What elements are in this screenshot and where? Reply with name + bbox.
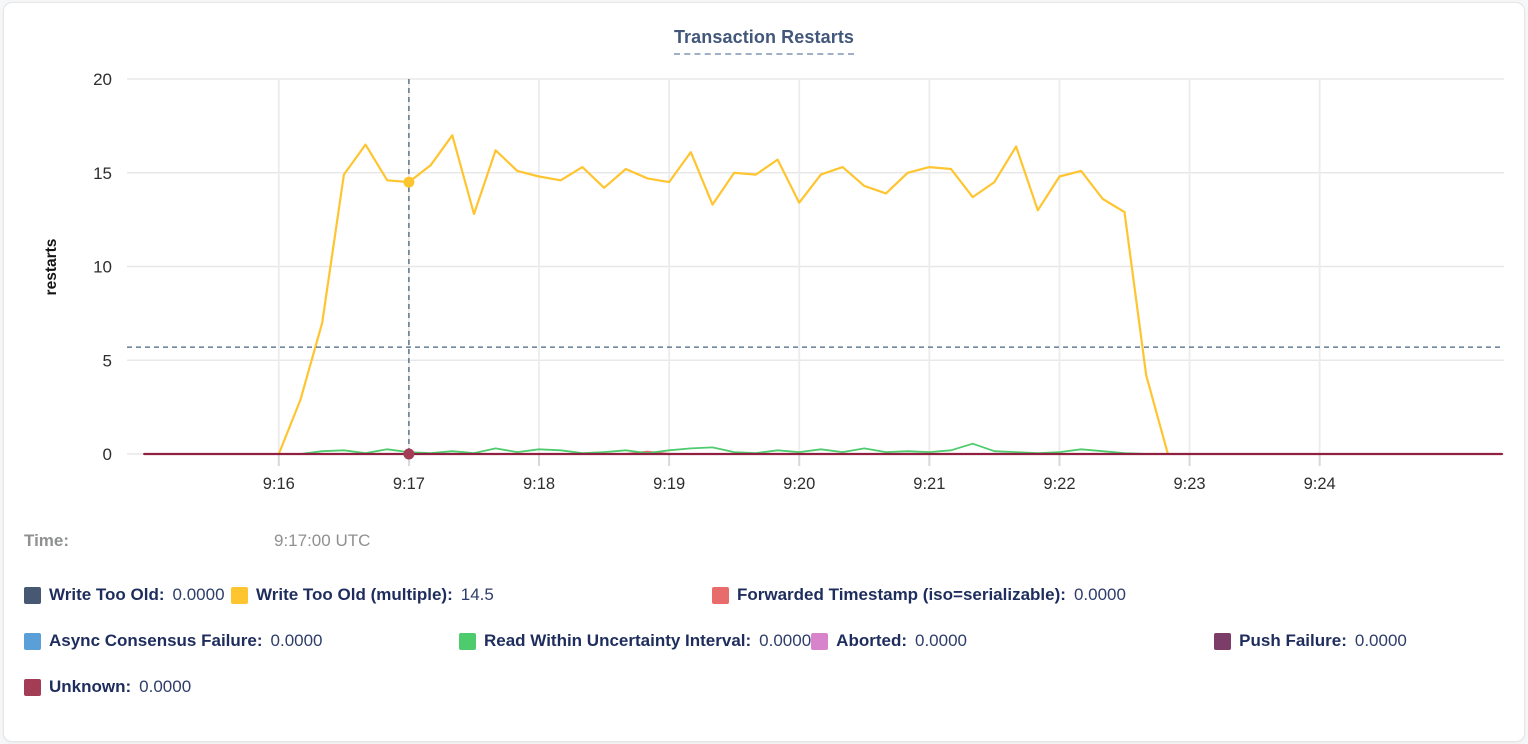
legend-swatch-write-too-old — [24, 586, 41, 604]
time-value: 9:17:00 UTC — [274, 531, 371, 550]
y-tick-label: 5 — [103, 351, 112, 370]
legend-value: 0.0000 — [1073, 585, 1126, 604]
chart-card: Transaction Restarts 0 5 10 15 20 9:16 9:17 9:1… — [3, 2, 1525, 742]
legend-label: Forwarded Timestamp (iso=serializable): — [737, 585, 1066, 604]
y-tick-label: 15 — [93, 164, 112, 183]
legend-swatch-async-consensus-failure — [24, 632, 41, 650]
chart-canvas[interactable]: 0 5 10 15 20 9:16 9:17 9:18 9:19 9:20 9:21 9:22 9:23… — [4, 59, 1525, 519]
legend-label: Push Failure: — [1239, 631, 1347, 650]
x-tick-label: 9:22 — [1043, 475, 1075, 493]
x-tick-label: 9:17 — [393, 475, 425, 493]
legend-row: Unknown: 0.0000 — [24, 677, 1524, 697]
chart-header: Transaction Restarts — [4, 3, 1524, 57]
legend-value: 0.0000 — [270, 631, 323, 650]
x-tick-label: 9:19 — [653, 475, 685, 493]
legend-row: Write Too Old: 0.0000 Write Too Old (multi… — [24, 585, 1524, 605]
y-tick-label: 10 — [93, 258, 112, 277]
legend-value: 0.0000 — [759, 631, 812, 650]
legend-value: 0.0000 — [172, 585, 225, 604]
hover-dot-write-too-old-multiple — [403, 176, 415, 188]
chart-legend: Write Too Old: 0.0000 Write Too Old (multi… — [24, 585, 1524, 697]
legend-label: Read Within Uncertainty Interval: — [484, 631, 752, 650]
x-tick-label: 9:21 — [913, 475, 945, 493]
legend-swatch-write-too-old-multiple — [231, 586, 248, 604]
legend-label: Async Consensus Failure: — [49, 631, 263, 650]
legend-item-async-consensus-failure: Async Consensus Failure: 0.0000 — [24, 631, 459, 651]
x-tick-label: 9:20 — [783, 475, 815, 493]
x-tick-label: 9:18 — [523, 475, 555, 493]
legend-label: Unknown: — [49, 677, 132, 696]
legend-item-aborted: Aborted: 0.0000 — [811, 631, 1214, 651]
legend-item-read-within-uncertainty-interval: Read Within Uncertainty Interval: 0.0000 — [459, 631, 811, 651]
legend-swatch-unknown — [24, 678, 41, 696]
x-tick-label: 9:23 — [1174, 475, 1206, 493]
legend-label: Write Too Old (multiple): — [256, 585, 453, 604]
tooltip-time-row: Time: 9:17:00 UTC — [24, 531, 1524, 551]
legend-value: 14.5 — [460, 585, 494, 604]
legend-item-write-too-old: Write Too Old: 0.0000 — [24, 585, 231, 605]
legend-swatch-aborted — [811, 632, 829, 650]
x-tick-label: 9:24 — [1304, 475, 1336, 493]
legend-value: 0.0000 — [1354, 631, 1407, 650]
legend-item-push-failure: Push Failure: 0.0000 — [1214, 631, 1407, 651]
series-line-write-too-old-multiple — [277, 134, 1170, 456]
y-tick-label: 20 — [93, 70, 112, 89]
legend-item-unknown: Unknown: 0.0000 — [24, 677, 191, 697]
time-label: Time: — [24, 531, 70, 550]
hover-dot-unknown — [403, 448, 415, 460]
legend-swatch-push-failure — [1214, 632, 1232, 650]
legend-value: 0.0000 — [139, 677, 192, 696]
legend-label: Write Too Old: — [49, 585, 165, 604]
legend-item-write-too-old-multiple: Write Too Old (multiple): 14.5 — [231, 585, 712, 605]
legend-swatch-read-within-uncertainty-interval — [459, 632, 476, 650]
x-tick-label: 9:16 — [263, 475, 295, 493]
legend-label: Aborted: — [836, 631, 907, 650]
legend-swatch-forwarded-timestamp-iso-serializable — [712, 586, 729, 604]
legend-item-forwarded-timestamp-iso-serializable: Forwarded Timestamp (iso=serializable): 0… — [712, 585, 1126, 605]
y-tick-label: 0 — [103, 445, 112, 464]
legend-row: Async Consensus Failure: 0.0000 Read Withi… — [24, 631, 1524, 651]
y-axis-title: restarts — [43, 239, 60, 296]
series-line-read-within-uncertainty-interval — [143, 442, 1503, 455]
legend-value: 0.0000 — [915, 631, 967, 650]
chart-title[interactable]: Transaction Restarts — [673, 27, 855, 55]
